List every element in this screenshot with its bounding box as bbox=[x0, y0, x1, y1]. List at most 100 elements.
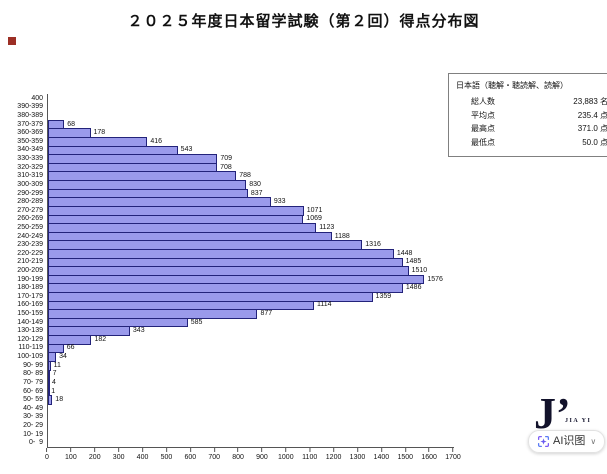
x-axis-tick-mark bbox=[285, 448, 287, 452]
y-axis-label: 390-399 bbox=[17, 103, 43, 111]
bar-value-label: 1071 bbox=[306, 206, 323, 214]
bar-value-label: 1359 bbox=[375, 292, 392, 300]
bar-row: 34 bbox=[48, 352, 454, 362]
x-axis-tick: 500 bbox=[160, 448, 173, 461]
x-axis-tick-mark bbox=[189, 448, 191, 452]
bar-value-label: 1485 bbox=[405, 258, 422, 266]
bar-row: 933 bbox=[48, 197, 454, 207]
bar-row: 837 bbox=[48, 188, 454, 199]
y-axis-label: 400 bbox=[31, 94, 43, 102]
bar-row: 1123 bbox=[48, 223, 454, 233]
stats-box-header: 日本語（聴解・聴読解、読解） bbox=[456, 81, 568, 90]
x-axis-tick-label: 1500 bbox=[397, 454, 414, 461]
bar bbox=[48, 395, 53, 405]
bar-value-label: 1448 bbox=[396, 249, 413, 257]
bar-value-label: 178 bbox=[93, 129, 106, 137]
x-axis-tick: 100 bbox=[65, 448, 77, 461]
y-axis-label: 200-209 bbox=[17, 266, 43, 274]
y-axis-label: 130-139 bbox=[17, 327, 43, 335]
bar-value-label: 830 bbox=[249, 180, 261, 188]
bar-value-label: 343 bbox=[132, 327, 145, 335]
bar-value-label: 543 bbox=[180, 146, 193, 154]
bar-row bbox=[48, 94, 454, 103]
x-axis-tick: 700 bbox=[208, 448, 220, 461]
x-axis-tick-mark bbox=[452, 448, 454, 452]
x-axis-tick-label: 1200 bbox=[325, 454, 342, 461]
stats-label: 総人数 bbox=[471, 97, 495, 106]
bar-value-label: 708 bbox=[220, 163, 232, 171]
y-axis-label: 180-189 bbox=[17, 284, 43, 292]
x-axis-tick-label: 200 bbox=[88, 454, 101, 461]
bar-value-label: 933 bbox=[273, 198, 286, 206]
x-axis-tick-mark bbox=[213, 448, 215, 452]
x-axis-tick: 400 bbox=[137, 448, 148, 461]
ai-image-recognition-button[interactable]: AI识图 ∨ bbox=[528, 430, 606, 453]
x-axis-tick: 1300 bbox=[350, 448, 365, 461]
x-axis-tick-label: 1700 bbox=[445, 454, 461, 461]
bar-row: 1485 bbox=[48, 257, 454, 268]
stats-label: 平均点 bbox=[471, 110, 495, 120]
x-axis-tick-label: 1400 bbox=[373, 454, 390, 461]
bar-value-label: 585 bbox=[190, 318, 203, 326]
jiayi-logo: J’ JIA YI bbox=[534, 392, 590, 436]
bar-value-label: 11 bbox=[53, 361, 61, 369]
y-axis-label: 0- 9 bbox=[28, 439, 43, 447]
stats-row-min: 最低点 50.0 点 bbox=[456, 136, 607, 150]
y-axis-label: 40- 49 bbox=[23, 404, 43, 412]
stats-box: 日本語（聴解・聴読解、読解） 総人数 23,883 名 平均点 235.4 点 … bbox=[448, 73, 607, 157]
bar-value-label: 66 bbox=[66, 344, 75, 352]
y-axis-label: 380-389 bbox=[17, 112, 43, 120]
bar-value-label: 837 bbox=[250, 189, 263, 197]
y-axis-label: 230-239 bbox=[17, 241, 43, 249]
bar-row: 66 bbox=[48, 343, 454, 354]
chart-title: ２０２５年度日本留学試験（第２回）得点分布図 bbox=[127, 14, 480, 30]
stats-value: 371.0 点 bbox=[577, 124, 607, 133]
y-axis-label: 110-119 bbox=[18, 344, 43, 352]
bar-row bbox=[48, 430, 454, 439]
stats-row-max: 最高点 371.0 点 bbox=[456, 122, 607, 136]
x-axis-tick-label: 100 bbox=[65, 454, 77, 461]
bar-value-label: 7 bbox=[52, 370, 57, 378]
bar-row: 877 bbox=[48, 309, 454, 319]
chevron-down-icon: ∨ bbox=[590, 437, 597, 446]
bar-row: 343 bbox=[48, 326, 454, 337]
y-axis-label: 70- 79 bbox=[23, 378, 43, 386]
bar-row bbox=[48, 438, 454, 447]
y-axis-label: 290-299 bbox=[17, 189, 43, 197]
y-axis-label: 20- 29 bbox=[23, 421, 43, 429]
y-axis-label: 140-149 bbox=[17, 318, 43, 326]
x-axis-tick-label: 500 bbox=[160, 454, 173, 461]
x-axis-tick-label: 800 bbox=[232, 454, 244, 461]
bar-row: 709 bbox=[48, 154, 454, 164]
bar-value-label: 1188 bbox=[334, 232, 350, 240]
x-axis-tick-mark bbox=[309, 448, 311, 452]
bar-value-label: 68 bbox=[67, 120, 76, 128]
x-axis-tick-mark bbox=[237, 448, 239, 452]
bar-value-label: 1123 bbox=[319, 223, 335, 231]
y-axis-label: 370-379 bbox=[17, 120, 43, 128]
x-axis-tick-mark bbox=[70, 448, 72, 452]
bar-value-label: 416 bbox=[150, 137, 163, 145]
x-axis-tick-mark bbox=[165, 448, 167, 452]
bar-row bbox=[48, 404, 454, 413]
bar-row: 1069 bbox=[48, 214, 454, 225]
plot-area: 68 178 416 543 709 708 788 830 837 933 1071 1069 112… bbox=[47, 94, 454, 448]
bar-value-label: 182 bbox=[94, 335, 107, 343]
y-axis-label: 270-279 bbox=[17, 206, 43, 214]
x-axis-tick: 1400 bbox=[373, 448, 390, 461]
x-axis-tick: 900 bbox=[256, 448, 268, 461]
bar-row: 1486 bbox=[48, 283, 454, 294]
bar-row bbox=[48, 103, 454, 112]
bar-row: 178 bbox=[48, 128, 454, 139]
x-axis-tick-mark bbox=[261, 448, 263, 452]
x-axis-tick-mark bbox=[142, 448, 144, 452]
bar-row: 68 bbox=[48, 119, 454, 130]
x-axis-tick: 1700 bbox=[445, 448, 461, 461]
stats-row-total: 総人数 23,883 名 bbox=[456, 95, 607, 109]
y-axis-label: 190-199 bbox=[17, 275, 43, 283]
x-axis-tick-label: 1000 bbox=[278, 454, 294, 461]
y-axis-label: 240-249 bbox=[17, 232, 43, 240]
bar-value-label: 709 bbox=[220, 155, 232, 163]
bar-value-label: 1486 bbox=[405, 284, 422, 292]
bar-value-label: 788 bbox=[239, 172, 251, 180]
